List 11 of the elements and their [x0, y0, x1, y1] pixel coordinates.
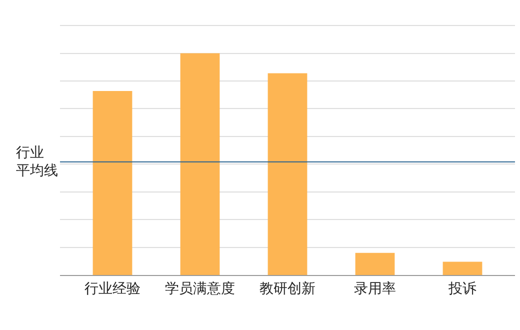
x-tick-label: 录用率 [354, 280, 396, 297]
ref-line-label: 行业平均线 [16, 145, 58, 180]
x-tick-label: 教研创新 [260, 280, 316, 297]
bar [268, 73, 308, 275]
x-tick-label: 行业经验 [84, 280, 140, 297]
x-tick-label: 学员满意度 [165, 280, 235, 297]
bar [355, 252, 395, 275]
bar [442, 262, 482, 275]
bar [92, 90, 132, 275]
x-tick-label: 投诉 [448, 280, 476, 297]
bar [180, 53, 220, 275]
